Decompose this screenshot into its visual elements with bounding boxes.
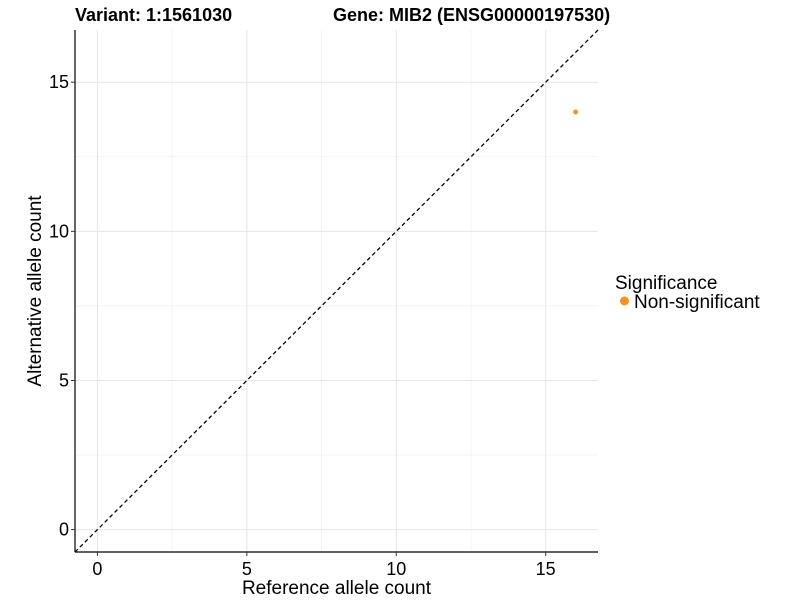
x-tick-label: 5 [242, 559, 252, 579]
x-tick-label: 15 [536, 559, 556, 579]
y-tick-label: 0 [59, 520, 69, 540]
y-axis-title: Alternative allele count [25, 195, 46, 387]
legend-key-non-significant [620, 296, 629, 306]
points-layer [573, 109, 579, 115]
chart-title-gene: Gene: MIB2 (ENSG00000197530) [333, 5, 610, 25]
grid-layer [75, 30, 598, 552]
chart-title-variant: Variant: 1:1561030 [75, 5, 232, 25]
y-tick-label: 15 [49, 72, 69, 92]
legend: Significance Non-significant [615, 273, 760, 313]
x-tick-label: 10 [386, 559, 406, 579]
y-tick-label: 5 [59, 370, 69, 390]
y-axis-ticks: 0 5 10 15 [49, 72, 75, 540]
data-point [573, 109, 579, 115]
legend-title: Significance [615, 273, 717, 294]
x-axis-ticks: 0 5 10 15 [92, 552, 556, 579]
reference-diagonal-line [74, 29, 599, 553]
y-tick-label: 10 [49, 221, 69, 241]
x-axis-title: Reference allele count [242, 578, 432, 599]
legend-label-non-significant: Non-significant [634, 292, 760, 313]
x-tick-label: 0 [92, 559, 102, 579]
